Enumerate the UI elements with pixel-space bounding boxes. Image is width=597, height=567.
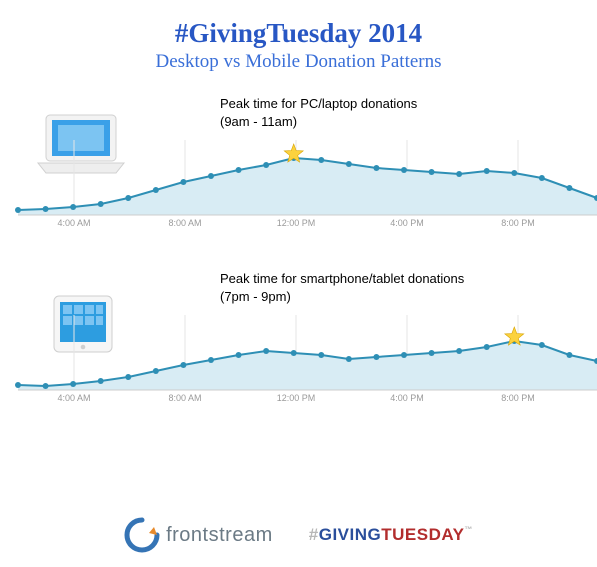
page-subtitle: Desktop vs Mobile Donation Patterns (0, 51, 597, 73)
svg-text:4:00 AM: 4:00 AM (57, 393, 90, 403)
frontstream-text: frontstream (166, 524, 273, 547)
frontstream-logo: frontstream (124, 517, 273, 553)
svg-text:4:00 AM: 4:00 AM (57, 218, 90, 228)
givingtuesday-logo: #GIVINGTUESDAY™ (309, 525, 473, 545)
svg-text:4:00 PM: 4:00 PM (390, 393, 424, 403)
desktop-chart: 4:00 AM 8:00 AM 12:00 PM 4:00 PM 8:00 PM (0, 130, 597, 230)
svg-text:8:00 PM: 8:00 PM (501, 218, 535, 228)
page-title: #GivingTuesday 2014 (0, 0, 597, 49)
gt-giving: GIVING (319, 525, 382, 544)
svg-text:12:00 PM: 12:00 PM (277, 393, 316, 403)
gt-tm: ™ (464, 525, 473, 534)
desktop-annotation-line2: (9am - 11am) (220, 113, 417, 131)
gt-tuesday: TUESDAY (381, 525, 464, 544)
desktop-annotation: Peak time for PC/laptop donations (9am -… (220, 95, 417, 130)
svg-text:8:00 PM: 8:00 PM (501, 393, 535, 403)
frontstream-icon (124, 517, 160, 553)
mobile-chart-block: Peak time for smartphone/tablet donation… (0, 270, 597, 405)
footer-logos: frontstream #GIVINGTUESDAY™ (0, 517, 597, 553)
svg-text:8:00 AM: 8:00 AM (168, 393, 201, 403)
desktop-chart-block: Peak time for PC/laptop donations (9am -… (0, 95, 597, 230)
svg-text:8:00 AM: 8:00 AM (168, 218, 201, 228)
svg-text:4:00 PM: 4:00 PM (390, 218, 424, 228)
gt-hash: # (309, 525, 319, 544)
desktop-annotation-line1: Peak time for PC/laptop donations (220, 95, 417, 113)
mobile-annotation: Peak time for smartphone/tablet donation… (220, 270, 464, 305)
svg-text:12:00 PM: 12:00 PM (277, 218, 316, 228)
mobile-chart: 4:00 AM 8:00 AM 12:00 PM 4:00 PM 8:00 PM (0, 305, 597, 405)
mobile-annotation-line1: Peak time for smartphone/tablet donation… (220, 270, 464, 288)
mobile-annotation-line2: (7pm - 9pm) (220, 288, 464, 306)
